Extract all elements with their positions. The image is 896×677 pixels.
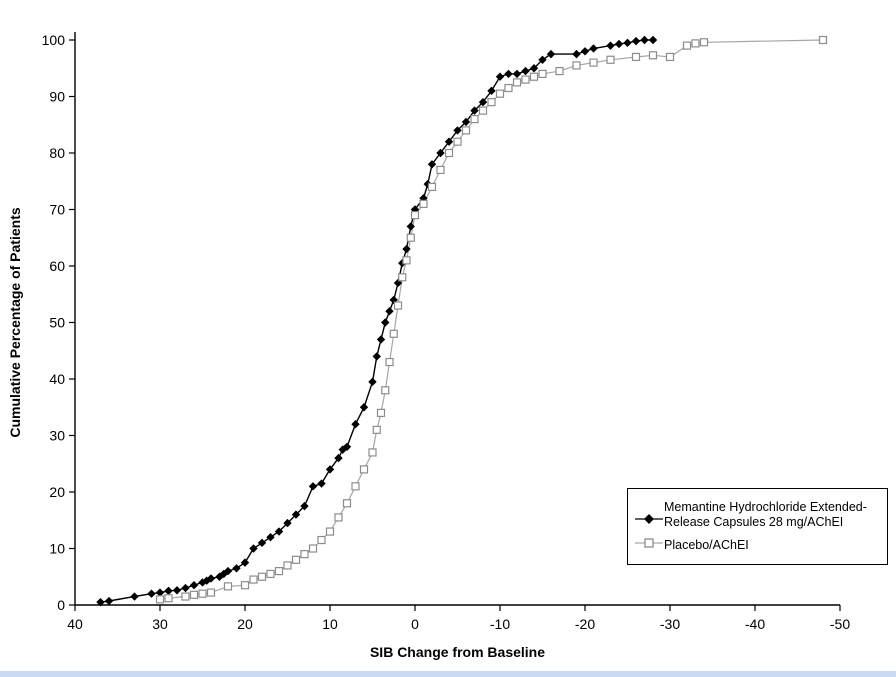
legend: Memantine Hydrochloride Extended- Releas… <box>627 488 888 565</box>
svg-text:-10: -10 <box>490 616 510 632</box>
legend-label-memantine-line2: Release Capsules 28 mg/AChEI <box>664 515 844 530</box>
svg-text:40: 40 <box>67 616 83 632</box>
svg-text:10: 10 <box>322 616 338 632</box>
svg-text:Cumulative Percentage of Patie: Cumulative Percentage of Patients <box>7 207 23 438</box>
svg-text:40: 40 <box>49 371 65 387</box>
svg-text:30: 30 <box>152 616 168 632</box>
svg-text:-30: -30 <box>660 616 680 632</box>
legend-label-placebo: Placebo/AChEI <box>664 537 749 552</box>
svg-text:80: 80 <box>49 145 65 161</box>
svg-text:-20: -20 <box>575 616 595 632</box>
svg-text:-40: -40 <box>745 616 765 632</box>
svg-text:30: 30 <box>49 428 65 444</box>
legend-entry-placebo: Placebo/AChEI <box>634 538 881 554</box>
svg-text:0: 0 <box>57 597 65 613</box>
bottom-accent-strip <box>0 671 896 677</box>
placebo-square-marker-icon <box>634 538 664 548</box>
svg-text:50: 50 <box>49 315 65 331</box>
svg-text:10: 10 <box>49 541 65 557</box>
svg-text:SIB Change from Baseline: SIB Change from Baseline <box>370 644 545 660</box>
legend-label-memantine: Memantine Hydrochloride Extended- Releas… <box>664 500 867 531</box>
svg-text:0: 0 <box>411 616 419 632</box>
svg-text:20: 20 <box>49 484 65 500</box>
svg-text:60: 60 <box>49 258 65 274</box>
svg-text:20: 20 <box>237 616 253 632</box>
svg-text:90: 90 <box>49 89 65 105</box>
memantine-diamond-marker-icon <box>634 513 664 524</box>
legend-entry-memantine: Memantine Hydrochloride Extended- Releas… <box>634 500 881 531</box>
legend-label-memantine-line1: Memantine Hydrochloride Extended- <box>664 499 867 514</box>
svg-text:70: 70 <box>49 202 65 218</box>
svg-text:-50: -50 <box>830 616 850 632</box>
svg-text:100: 100 <box>42 32 66 48</box>
